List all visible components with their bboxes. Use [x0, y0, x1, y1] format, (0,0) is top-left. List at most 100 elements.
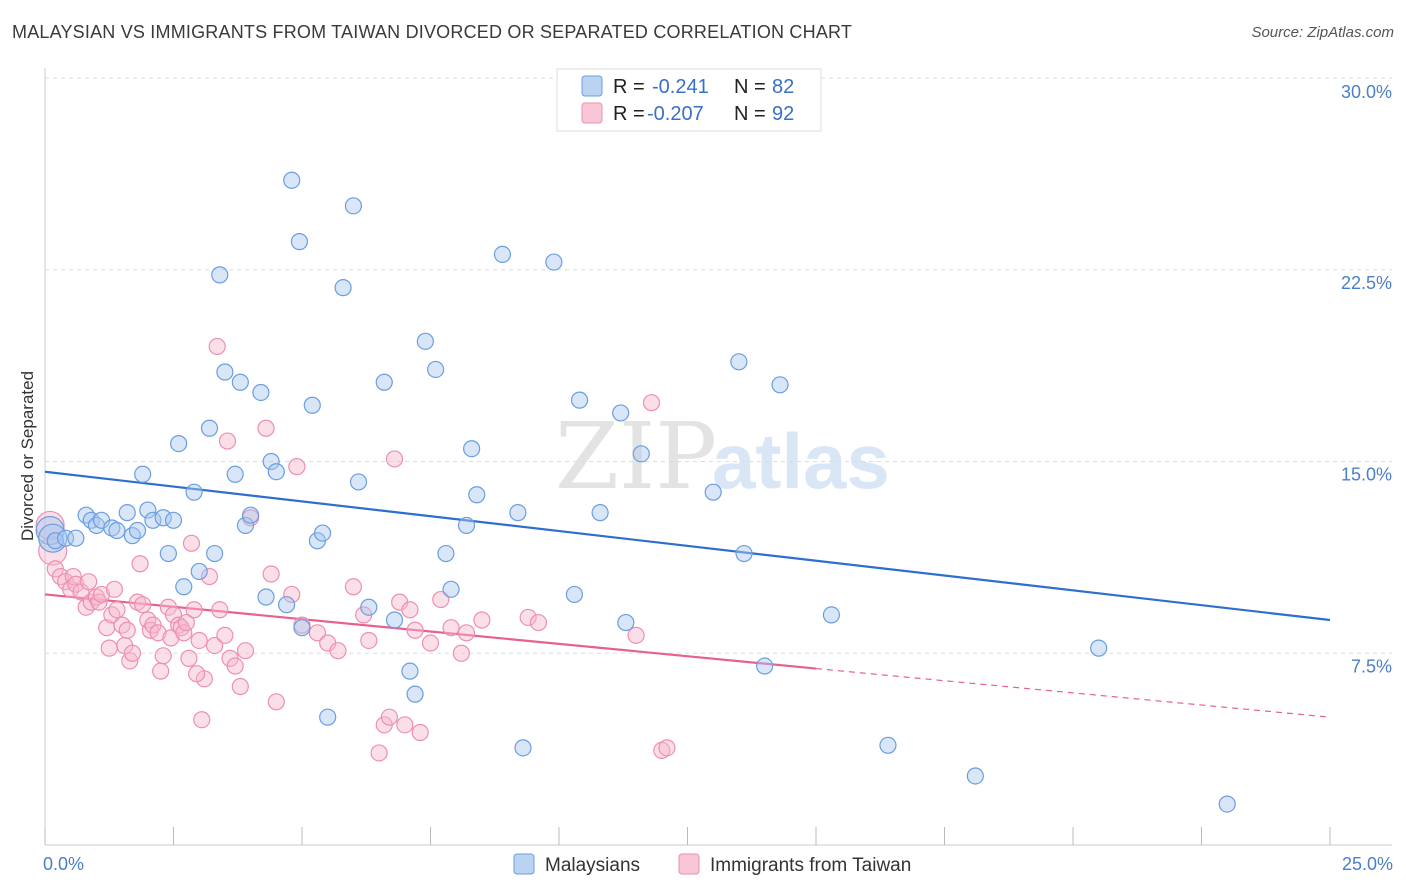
legend-swatch-malaysians [513, 853, 535, 875]
malaysian-point [755, 657, 774, 675]
malaysian-point [406, 685, 424, 703]
legend-swatch-blue [581, 75, 603, 97]
chart-title: MALAYSIAN VS IMMIGRANTS FROM TAIWAN DIVO… [12, 22, 853, 42]
malaysian-point [134, 465, 152, 483]
taiwan-point [154, 647, 172, 665]
malaysian-point [457, 516, 476, 535]
malaysian-point [257, 588, 275, 606]
taiwan-point [432, 590, 450, 609]
malaysian-point [267, 463, 285, 481]
taiwan-point [370, 744, 388, 762]
malaysian-point [360, 598, 378, 616]
taiwan-point [218, 432, 237, 450]
taiwan-point [185, 601, 203, 619]
malaysian-point [565, 585, 584, 604]
taiwan-point [344, 578, 362, 596]
malaysian-point [468, 486, 486, 504]
taiwan-point [211, 601, 229, 619]
malaysian-point [139, 501, 157, 519]
taiwan-point [206, 636, 224, 655]
taiwan-point [329, 642, 347, 660]
taiwan-point [385, 450, 404, 468]
malaysian-point [206, 544, 224, 563]
malaysian-point [545, 253, 563, 271]
legend-n-value-2: 92 [772, 103, 794, 125]
legend-r-value-2: -0.207 [647, 103, 704, 125]
taiwan-point [200, 567, 219, 586]
y-tick-label: 15.0% [1341, 465, 1392, 485]
legend-r-label-1: R = [613, 76, 645, 98]
malaysian-point [38, 523, 68, 553]
malaysian-point [319, 708, 337, 726]
taiwan-point [216, 626, 234, 644]
legend-n-value-1: 82 [772, 76, 794, 98]
malaysian-point [349, 473, 368, 491]
grid-lines [45, 77, 1392, 654]
malaysian-point [493, 245, 512, 264]
taiwan-point [236, 642, 255, 660]
watermark: ZIP atlas [555, 403, 890, 510]
malaysian-point [612, 404, 630, 422]
malaysian-point [509, 504, 527, 522]
legend-label-malaysians: Malaysians [545, 855, 640, 876]
taiwan-point [123, 644, 141, 662]
taiwan-point [642, 394, 661, 412]
taiwan-point [208, 337, 226, 356]
taiwan-point [380, 708, 398, 726]
malaysian-point [242, 506, 260, 524]
taiwan-point [131, 555, 149, 573]
malaysian-point [704, 483, 722, 501]
malaysian-point [334, 279, 352, 297]
taiwan-point [262, 565, 280, 583]
malaysian-point [262, 452, 280, 471]
y-tick-label: 7.5% [1351, 656, 1392, 676]
data-points [35, 171, 1236, 813]
taiwan-point [175, 624, 193, 642]
taiwan-point [529, 613, 548, 632]
taiwan-point [105, 580, 123, 598]
malaysian-point [416, 332, 434, 350]
malaysian-point [252, 383, 270, 402]
malaysian-point [730, 353, 748, 371]
malaysian-point [822, 606, 841, 624]
malaysian-point [159, 544, 177, 563]
axes: 7.5% 15.0% 22.5% 30.0% 0.0% 25.0% [43, 68, 1393, 874]
legend-r-value-1: -0.241 [652, 76, 709, 98]
taiwan-point [457, 624, 476, 642]
taiwan-point [396, 716, 414, 734]
taiwan-point [452, 644, 470, 662]
legend-swatch-pink [581, 102, 603, 124]
malaysian-point [144, 511, 162, 529]
y-tick-label: 30.0% [1341, 82, 1392, 102]
malaysian-point [617, 613, 635, 632]
malaysian-point [437, 544, 455, 563]
y-tick-label: 22.5% [1341, 273, 1392, 293]
malaysian-point [164, 511, 183, 529]
taiwan-point [288, 458, 306, 476]
malaysian-point [1090, 639, 1108, 657]
taiwan-point [149, 624, 167, 642]
malaysian-point [128, 521, 147, 540]
taiwan-point [113, 616, 131, 634]
malaysian-point [290, 233, 309, 251]
taiwan-point [473, 611, 491, 629]
malaysian-point [293, 619, 311, 637]
malaysian-point [236, 516, 255, 535]
taiwan-point [164, 606, 183, 624]
taiwan-point [80, 573, 98, 591]
malaysian-point [632, 445, 650, 463]
legend-n-label-1: N = [734, 76, 766, 98]
malaysian-point [570, 391, 589, 409]
taiwan-point [658, 739, 676, 757]
correlation-legend: R = -0.241 N = 82 R = -0.207 N = 92 [556, 68, 822, 132]
taiwan-point [92, 585, 111, 604]
malaysian-point [879, 736, 897, 754]
malaysian-point [118, 504, 136, 522]
malaysian-point [277, 596, 296, 614]
malaysian-point [211, 266, 229, 284]
x-tick-label: 25.0% [1342, 854, 1393, 874]
malaysian-point [175, 578, 193, 596]
legend-r-label-2: R = [613, 103, 645, 125]
malaysian-point [123, 527, 141, 545]
